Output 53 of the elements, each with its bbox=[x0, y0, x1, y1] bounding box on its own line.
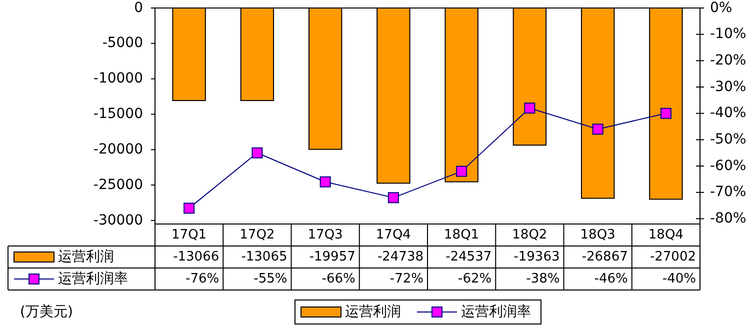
data-label: -26867 bbox=[582, 250, 628, 265]
point bbox=[660, 108, 672, 119]
x-tick-label: 17Q3 bbox=[308, 228, 343, 243]
legend-label: 运营利润 bbox=[58, 248, 114, 265]
data-label: -55% bbox=[254, 272, 288, 287]
y-tick-label: -10000 bbox=[93, 70, 143, 87]
text: 运营利润 bbox=[345, 304, 401, 320]
y-tick-label: -25000 bbox=[93, 176, 143, 193]
y-tick-label: -20000 bbox=[93, 141, 143, 158]
point bbox=[592, 124, 604, 135]
data-label: -40% bbox=[662, 272, 696, 287]
point bbox=[252, 147, 263, 158]
point bbox=[388, 192, 399, 204]
y2-tick-label: -80% bbox=[710, 210, 746, 227]
x-tick-label: 18Q3 bbox=[580, 228, 616, 243]
y-tick-label: -5000 bbox=[102, 35, 143, 52]
data-label: -38% bbox=[526, 272, 560, 287]
data-label: -46% bbox=[594, 272, 628, 287]
y2-tick-label: -50% bbox=[710, 132, 746, 148]
point bbox=[184, 202, 195, 214]
y2-tick-label: -30% bbox=[710, 78, 746, 95]
data-label: -72% bbox=[390, 272, 424, 287]
data-label: -76% bbox=[186, 272, 220, 287]
data-label: -66% bbox=[322, 272, 356, 287]
data-label: -62% bbox=[458, 272, 492, 287]
data-label: -13065 bbox=[241, 250, 288, 265]
x-tick-label: 17Q4 bbox=[376, 228, 411, 243]
y-tick-label: 0 bbox=[134, 0, 143, 16]
data-label: -24537 bbox=[446, 250, 492, 265]
data-label: -24738 bbox=[377, 250, 424, 265]
y2-tick-label: -20% bbox=[710, 52, 746, 69]
y2-tick-label: -40% bbox=[710, 105, 746, 122]
text: (万美元) bbox=[20, 304, 73, 320]
text: 运营利润率 bbox=[461, 304, 531, 320]
data-label: -19363 bbox=[514, 250, 560, 265]
y2-tick-label: -60% bbox=[710, 158, 746, 174]
x-tick-label: 18Q1 bbox=[444, 228, 480, 243]
x-tick-label: 17Q1 bbox=[172, 228, 207, 243]
y2-tick-label: -70% bbox=[710, 184, 746, 200]
y-tick-label: -15000 bbox=[93, 106, 143, 122]
data-label: -27002 bbox=[650, 250, 696, 265]
point bbox=[456, 166, 468, 177]
y2-tick-label: -10% bbox=[710, 26, 746, 42]
x-tick-label: 18Q4 bbox=[648, 228, 684, 243]
data-label: -13066 bbox=[173, 250, 220, 265]
y2-tick-label: 0% bbox=[710, 0, 732, 16]
point bbox=[524, 102, 536, 114]
legend-label: 运营利润率 bbox=[58, 270, 128, 287]
x-tick-label: 17Q2 bbox=[240, 228, 275, 243]
point bbox=[320, 176, 331, 188]
x-tick-label: 18Q2 bbox=[512, 228, 548, 243]
y-tick-label: -30000 bbox=[93, 212, 143, 228]
data-label: -19957 bbox=[309, 250, 356, 265]
